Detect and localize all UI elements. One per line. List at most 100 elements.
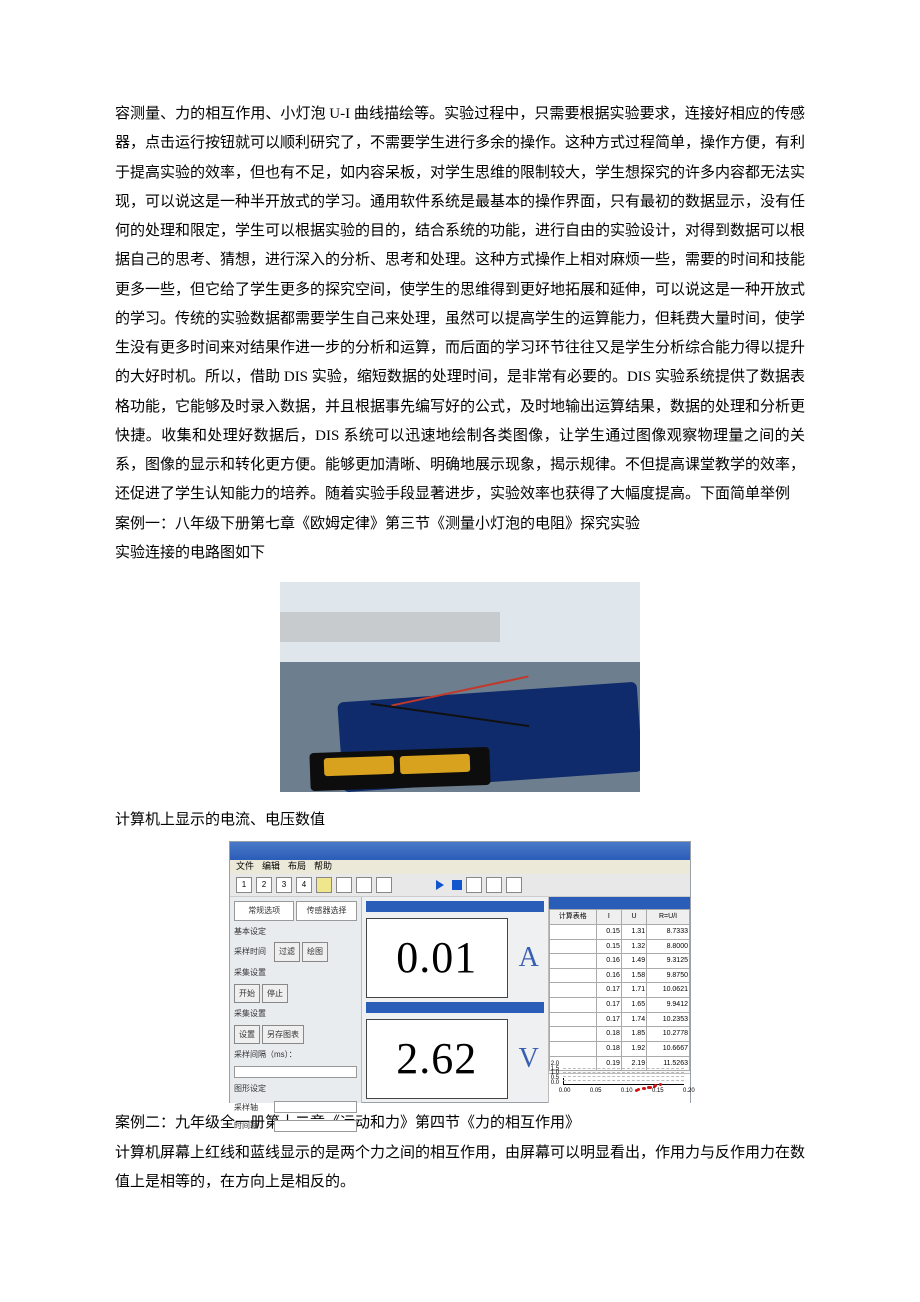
table-cell: 9.8750 [647, 968, 690, 983]
left-tab-2[interactable]: 传感器选择 [296, 901, 356, 921]
btn[interactable]: 过滤 [274, 942, 300, 962]
table-cell: 1.71 [621, 983, 646, 998]
stop-button[interactable]: 停止 [262, 984, 288, 1004]
x-tick: 0.00 [559, 1086, 571, 1098]
current-unit: A [514, 931, 544, 986]
menu-item[interactable]: 文件 [236, 858, 254, 876]
toolbar-icon[interactable] [486, 877, 502, 893]
x-tick: 0.15 [652, 1086, 664, 1098]
data-table: 计算表格IUR=U/I 0.151.318.73330.151.328.8000… [549, 909, 690, 1071]
btn[interactable]: 另存图表 [262, 1025, 304, 1045]
table-cell: 1.31 [621, 924, 646, 939]
current-value: 0.01 [396, 915, 477, 1001]
x-tick: 0.20 [683, 1086, 695, 1098]
menu-item[interactable]: 帮助 [314, 858, 332, 876]
table-cell: 10.2778 [647, 1027, 690, 1042]
menu-item[interactable]: 编辑 [262, 858, 280, 876]
btn[interactable]: 绘图 [302, 942, 328, 962]
table-row: 0.161.499.3125 [549, 954, 689, 969]
data-point [637, 1088, 640, 1091]
table-cell: 0.15 [596, 939, 621, 954]
current-display: 0.01 [366, 918, 508, 998]
software-screenshot-row: 文件 编辑 布局 帮助 1 2 3 4 [115, 841, 805, 1103]
table-cell: 0.17 [596, 998, 621, 1013]
gridline [563, 1076, 684, 1077]
circuit-caption: 实验连接的电路图如下 [115, 539, 805, 568]
table-row: 0.181.8510.2778 [549, 1027, 689, 1042]
table-cell: 8.8000 [647, 939, 690, 954]
table-cell: 1.58 [621, 968, 646, 983]
display-header [366, 1002, 544, 1013]
table-cell: 0.17 [596, 1012, 621, 1027]
field-label: 采样轴 [234, 1100, 272, 1116]
data-point [643, 1087, 646, 1090]
table-cell [549, 924, 596, 939]
table-cell: 1.65 [621, 998, 646, 1013]
table-cell [549, 1042, 596, 1057]
section-label: 采集设置 [234, 965, 357, 981]
voltage-display-row: 2.62 V [366, 1019, 544, 1099]
y-axis-input[interactable] [274, 1101, 357, 1113]
case1-heading: 案例一：八年级下册第七章《欧姆定律》第三节《测量小灯泡的电阻》探究实验 [115, 510, 805, 539]
toolbar-btn-1[interactable]: 1 [236, 877, 252, 893]
table-cell: 10.0621 [647, 983, 690, 998]
table-cell: 1.32 [621, 939, 646, 954]
section-label: 基本设定 [234, 924, 357, 940]
document-page: 容测量、力的相互作用、小灯泡 U-I 曲线描绘等。实验过程中，只需要根据实验要求… [0, 0, 920, 1257]
toolbar-icon[interactable] [336, 877, 352, 893]
gridline [563, 1068, 684, 1069]
toolbar-btn-2[interactable]: 2 [256, 877, 272, 893]
interval-input[interactable] [234, 1066, 357, 1078]
table-row: 0.161.589.8750 [549, 968, 689, 983]
table-cell: 9.3125 [647, 954, 690, 969]
table-row: 0.181.9210.6667 [549, 1042, 689, 1057]
menu-item[interactable]: 布局 [288, 858, 306, 876]
screen-description: 计算机屏幕上红线和蓝线显示的是两个力之间的相互作用，由屏幕可以明显看出，作用力与… [115, 1139, 805, 1198]
table-titlebar [549, 897, 690, 909]
table-cell: 10.2353 [647, 1012, 690, 1027]
body-paragraph: 容测量、力的相互作用、小灯泡 U-I 曲线描绘等。实验过程中，只需要根据实验要求… [115, 100, 805, 510]
field-label: 时间轴 [234, 1118, 272, 1134]
right-panel: 计算表格IUR=U/I 0.151.318.73330.151.328.8000… [548, 897, 690, 1103]
y-tick: 2.0 [551, 1059, 559, 1071]
btn[interactable]: 设置 [234, 1025, 260, 1045]
toolbar-icon[interactable] [356, 877, 372, 893]
table-cell [549, 998, 596, 1013]
play-icon[interactable] [436, 880, 444, 890]
toolbar: 1 2 3 4 [230, 874, 690, 897]
table-cell [549, 968, 596, 983]
section-label: 图形设定 [234, 1081, 357, 1097]
table-cell: 1.49 [621, 954, 646, 969]
table-cell [549, 954, 596, 969]
toolbar-btn-4[interactable]: 4 [296, 877, 312, 893]
menubar: 文件 编辑 布局 帮助 [230, 860, 690, 874]
table-row: 0.171.659.9412 [549, 998, 689, 1013]
display-header [366, 901, 544, 912]
table-cell [549, 939, 596, 954]
x-axis-input[interactable] [274, 1120, 357, 1132]
left-tab-1[interactable]: 常规选项 [234, 901, 294, 921]
stop-icon[interactable] [452, 880, 462, 890]
table-cell: 10.6667 [647, 1042, 690, 1057]
table-cell: 0.16 [596, 968, 621, 983]
table-cell: 1.74 [621, 1012, 646, 1027]
table-cell [549, 1012, 596, 1027]
gridline [563, 1072, 684, 1073]
table-cell: 0.18 [596, 1027, 621, 1042]
table-row: 0.171.7110.0621 [549, 983, 689, 998]
app-body: 常规选项 传感器选择 基本设定 采样时间 过滤 绘图 采集设置 开始 停止 采集… [230, 897, 690, 1103]
table-cell: 8.7333 [647, 924, 690, 939]
toolbar-btn-3[interactable]: 3 [276, 877, 292, 893]
field-label: 采样时间 [234, 944, 272, 960]
start-button[interactable]: 开始 [234, 984, 260, 1004]
x-tick: 0.10 [621, 1086, 633, 1098]
scatter-chart: 0.000.050.100.150.200.00.51.01.52.0 [549, 1073, 690, 1103]
toolbar-icon[interactable] [376, 877, 392, 893]
table-header: U [621, 910, 646, 925]
table-cell: 0.16 [596, 954, 621, 969]
toolbar-icon[interactable] [316, 877, 332, 893]
table-cell: 9.9412 [647, 998, 690, 1013]
case2-heading: 案例二：九年级全一册第十二章《运动和力》第四节《力的相互作用》 [115, 1109, 805, 1138]
toolbar-icon[interactable] [466, 877, 482, 893]
toolbar-icon[interactable] [506, 877, 522, 893]
